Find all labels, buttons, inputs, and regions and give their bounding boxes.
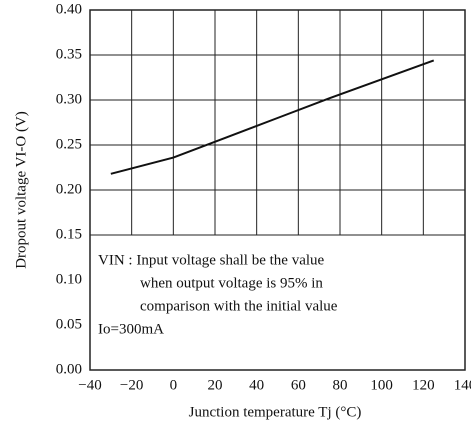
y-tick-label: 0.40 xyxy=(56,1,82,17)
y-tick-label: 0.20 xyxy=(56,181,82,197)
y-tick-label: 0.15 xyxy=(56,226,82,242)
x-tick-label: 20 xyxy=(208,377,223,393)
x-tick-label: 80 xyxy=(333,377,348,393)
y-tick-label: 0.05 xyxy=(56,316,82,332)
plot-frame xyxy=(89,9,466,371)
annotation-box xyxy=(89,234,466,371)
annotation: VIN : Input voltage shall be the value xyxy=(98,252,325,268)
x-tick-label: −20 xyxy=(120,377,143,393)
data-line xyxy=(110,59,435,175)
x-tick-label: 120 xyxy=(412,377,435,393)
annotation: when output voltage is 95% in xyxy=(140,275,323,291)
x-tick-label: 0 xyxy=(170,377,178,393)
x-axis-label: Junction temperature Tj (°C) xyxy=(189,404,362,420)
x-tick-label: 60 xyxy=(291,377,306,393)
x-tick-label: 100 xyxy=(370,377,393,393)
x-tick-label: 140 xyxy=(454,377,471,393)
x-tick-label: 40 xyxy=(249,377,264,393)
annotation: comparison with the initial value xyxy=(140,298,338,314)
y-tick-label: 0.25 xyxy=(56,136,82,152)
x-tick-label: −40 xyxy=(78,377,101,393)
y-tick-label: 0.00 xyxy=(56,361,82,377)
y-tick-label: 0.35 xyxy=(56,46,82,62)
y-tick-label: 0.10 xyxy=(56,271,82,287)
y-axis-label: Dropout voltage VI-O (V) xyxy=(13,111,29,269)
annotation: Io=300mA xyxy=(98,321,164,337)
y-tick-label: 0.30 xyxy=(56,91,82,107)
